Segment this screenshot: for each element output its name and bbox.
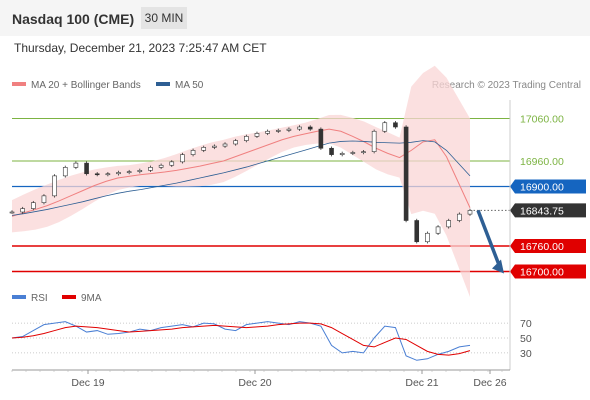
rsi-tick-label: 30: [520, 348, 532, 360]
rsi-swatch-icon: [12, 295, 26, 300]
legend-9ma-label: 9MA: [81, 293, 102, 304]
candle-body: [297, 126, 302, 130]
candle-body: [265, 130, 270, 134]
candle-body: [275, 130, 281, 132]
ma9-swatch-icon: [62, 295, 76, 300]
candle-body: [467, 210, 473, 215]
candle-body: [62, 167, 68, 177]
ma20-line: [11, 128, 471, 217]
candle-body: [9, 211, 15, 214]
projection-arrow-shaft: [476, 209, 502, 269]
rsi-tick-label: 50: [520, 333, 532, 345]
price-tag-label: 16960.00: [520, 156, 564, 168]
candle-body: [254, 133, 260, 137]
candle-body: [31, 202, 36, 209]
candle-body: [116, 172, 121, 175]
candle-body: [350, 152, 356, 154]
candle-body: [212, 145, 217, 148]
candle-body: [73, 162, 79, 168]
candle-body: [126, 171, 132, 173]
legend-bb-label: MA 20 + Bollinger Bands: [31, 80, 141, 91]
legend-ma50-label: MA 50: [175, 80, 204, 91]
ma50-swatch-icon: [156, 82, 170, 87]
candle-body: [329, 147, 334, 155]
x-tick-label: Dec 20: [238, 377, 271, 389]
timeframe-button[interactable]: 30 MIN: [141, 7, 187, 29]
candle-body: [84, 162, 89, 175]
price-tag-label: 16760.00: [520, 241, 564, 253]
legend-9ma: 9MA: [62, 293, 102, 304]
candle-body: [414, 220, 420, 243]
price-tag-label: 17060.00: [520, 114, 564, 126]
candle-body: [435, 226, 441, 234]
legend-rsi: RSI: [12, 293, 48, 304]
rsi-tick-label: 70: [520, 318, 532, 330]
x-tick-label: Dec 19: [71, 377, 104, 389]
candle-body: [190, 150, 196, 155]
price-tag-label: 16843.75: [520, 205, 564, 217]
candle-body: [244, 136, 249, 141]
candle-body: [286, 128, 292, 131]
candle-body: [339, 153, 345, 155]
candle-body: [403, 126, 409, 221]
instrument-title: Nasdaq 100 (CME): [12, 11, 135, 27]
report-datetime: Thursday, December 21, 2023 7:25:47 AM C…: [14, 41, 267, 55]
legend-ma50: MA 50: [156, 80, 203, 91]
x-tick-label: Dec 26: [473, 377, 506, 389]
candle-body: [201, 147, 207, 151]
candle-body: [180, 154, 185, 163]
candle-body: [393, 122, 398, 128]
candle-body: [52, 175, 57, 197]
candle-body: [382, 122, 388, 132]
ma50-line: [11, 140, 471, 216]
copyright-note: Research © 2023 Trading Central: [431, 80, 581, 91]
candle-body: [371, 130, 377, 152]
price-tag-pivot: [510, 179, 586, 194]
candle-body: [307, 126, 313, 130]
candlesticks: [9, 121, 473, 244]
candle-body: [361, 151, 366, 153]
candle-body: [20, 208, 25, 213]
price-tag-label: 16900.00: [520, 182, 564, 194]
candle-body: [148, 167, 153, 171]
candle-body: [41, 195, 47, 203]
legend-rsi-label: RSI: [31, 293, 48, 304]
projection-arrow-head: [492, 259, 504, 274]
legend-bb: MA 20 + Bollinger Bands: [12, 80, 141, 91]
price-tag-label: 16700.00: [520, 267, 564, 279]
candle-body: [137, 170, 143, 172]
candle-body: [222, 143, 228, 147]
price-tag-current: [510, 203, 586, 218]
candle-body: [94, 173, 100, 176]
candle-body: [425, 232, 430, 243]
candle-body: [158, 164, 164, 168]
bollinger-band-area: [12, 65, 470, 297]
candle-body: [318, 128, 324, 149]
candle-body: [169, 161, 175, 166]
candle-body: [105, 173, 111, 176]
candle-body: [233, 140, 238, 145]
price-tag-support: [510, 239, 586, 253]
rsi-9ma-line: [11, 322, 471, 356]
candle-body: [457, 213, 462, 221]
price-tag-support: [510, 264, 586, 279]
chart-header: Nasdaq 100 (CME) 30 MIN: [0, 0, 590, 36]
bb-swatch-icon: [12, 82, 26, 87]
candle-body: [446, 220, 451, 228]
x-tick-label: Dec 21: [405, 377, 438, 389]
